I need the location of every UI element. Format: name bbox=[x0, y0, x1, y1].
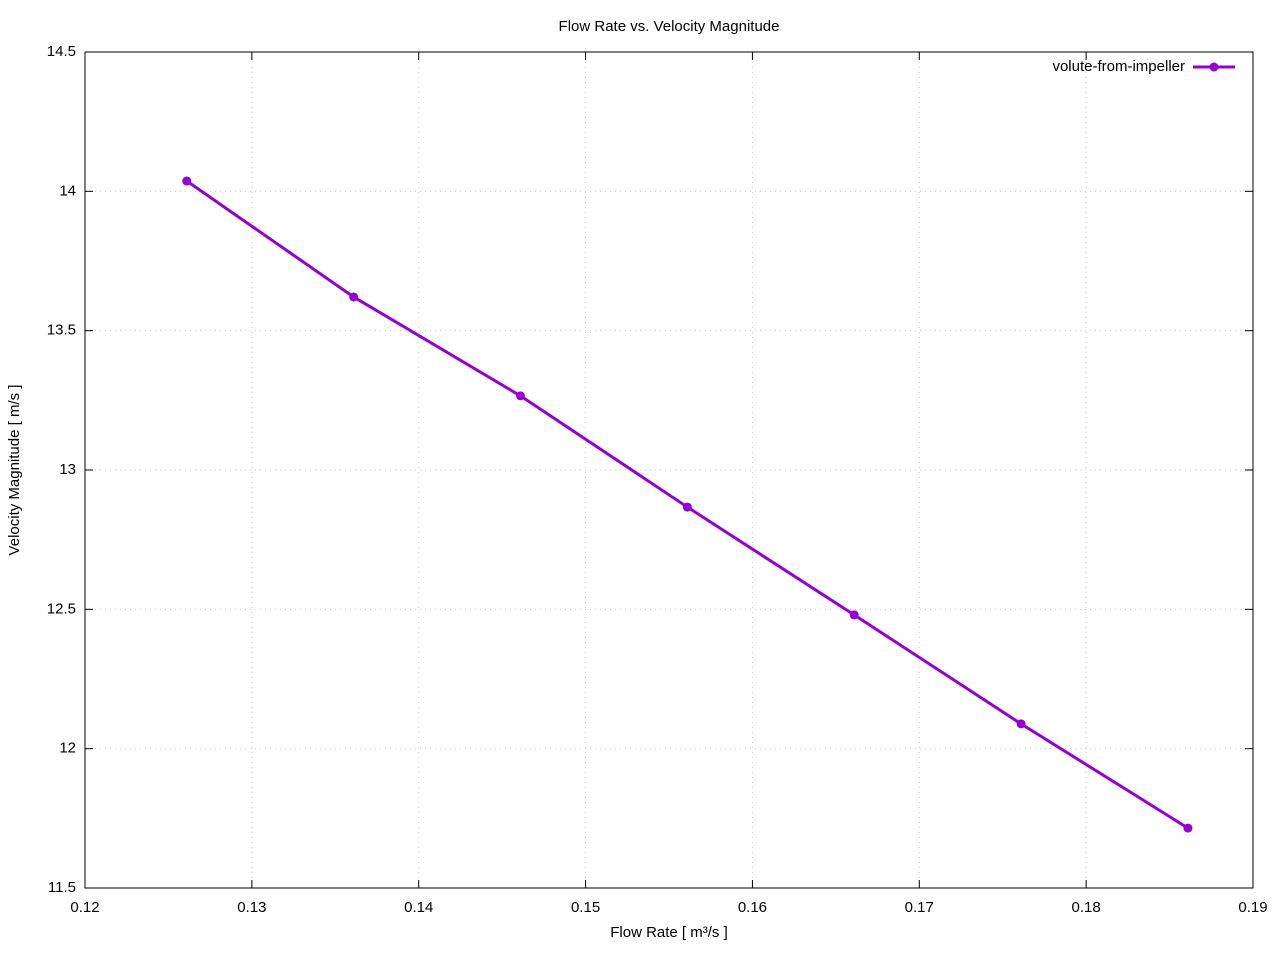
y-tick-label: 14.5 bbox=[47, 43, 76, 60]
legend-marker bbox=[1209, 62, 1219, 72]
data-point bbox=[682, 502, 692, 512]
y-tick-label: 11.5 bbox=[48, 879, 76, 896]
x-tick-label: 0.13 bbox=[237, 899, 266, 916]
x-tick-label: 0.14 bbox=[404, 899, 433, 916]
legend-label: volute-from-impeller bbox=[1052, 58, 1185, 75]
x-tick-label: 0.16 bbox=[738, 899, 767, 916]
x-tick-label: 0.12 bbox=[70, 899, 99, 916]
x-axis-label: Flow Rate [ m³/s ] bbox=[610, 924, 728, 941]
y-tick-label: 12.5 bbox=[47, 600, 76, 617]
data-point bbox=[1183, 823, 1193, 833]
y-axis-label: Velocity Magnitude [ m/s ] bbox=[6, 385, 23, 556]
chart-title: Flow Rate vs. Velocity Magnitude bbox=[559, 18, 780, 35]
y-tick-label: 14 bbox=[59, 182, 76, 199]
data-point bbox=[349, 292, 359, 302]
plot-frame bbox=[84, 51, 1254, 889]
y-tick-label: 13.5 bbox=[47, 322, 76, 339]
x-tick-label: 0.19 bbox=[1238, 899, 1267, 916]
data-point bbox=[515, 391, 525, 401]
y-tick-label: 12 bbox=[59, 740, 76, 757]
x-tick-label: 0.18 bbox=[1072, 899, 1101, 916]
data-point bbox=[182, 176, 192, 186]
x-tick-label: 0.17 bbox=[905, 899, 934, 916]
y-tick-label: 13 bbox=[59, 461, 76, 478]
x-tick-label: 0.15 bbox=[571, 899, 600, 916]
data-point bbox=[849, 610, 859, 620]
data-point bbox=[1016, 719, 1026, 729]
